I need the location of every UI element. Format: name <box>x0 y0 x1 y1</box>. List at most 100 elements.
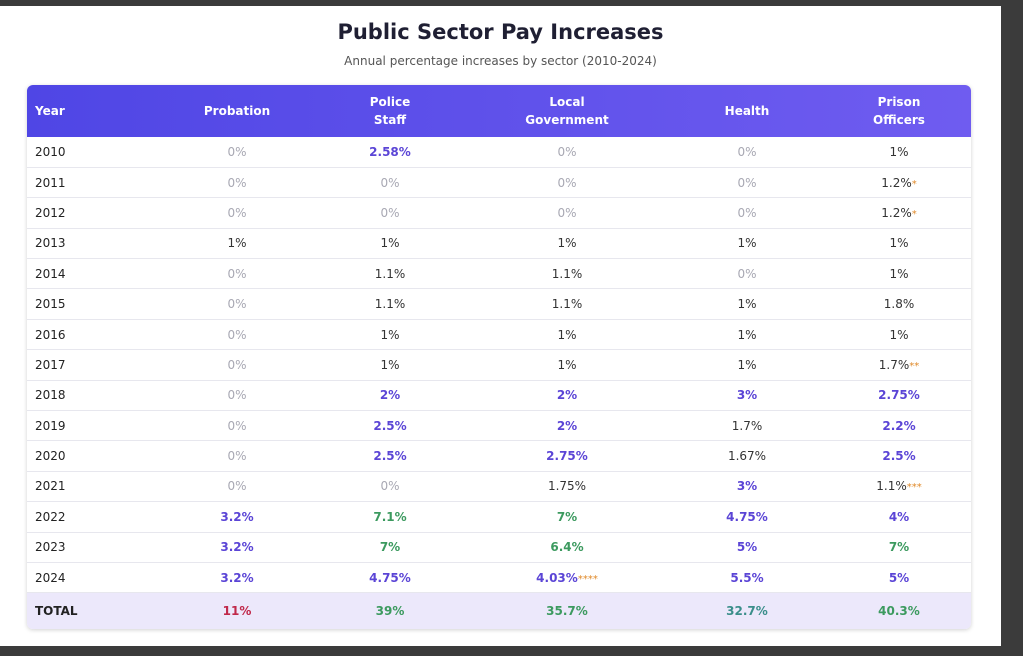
table-row: 2010 0% 2.58% 0% 0% 1% <box>27 137 971 168</box>
cell-police-staff: 0% <box>313 197 467 229</box>
cell-prison-officers: 1% <box>827 228 971 260</box>
cell-value: 0% <box>227 266 247 281</box>
cell-value: 1% <box>380 357 400 372</box>
page-subtitle: Annual percentage increases by sector (2… <box>344 54 657 68</box>
cell-police-staff: 0% <box>313 167 467 199</box>
cell-value: 1% <box>889 327 909 342</box>
cell-value: 1% <box>737 236 757 251</box>
cell-probation: 0% <box>161 380 313 412</box>
header-local-government-line1: Local <box>549 95 585 109</box>
cell-health: 4.75% <box>667 501 827 533</box>
cell-local-government: 1% <box>467 228 667 260</box>
cell-value: 1.1% <box>551 297 583 312</box>
cell-value: 1% <box>889 266 909 281</box>
cell-health: 5% <box>667 532 827 563</box>
cell-probation: 0% <box>161 197 313 229</box>
cell-value: 0% <box>227 327 247 342</box>
table-row: 2016 0% 1% 1% 1% 1% <box>27 319 971 351</box>
cell-police-staff: 1.1% <box>313 288 467 320</box>
cell-value: 4.75% <box>726 509 768 524</box>
cell-value: 2% <box>556 418 578 433</box>
cell-value: 0% <box>227 205 247 220</box>
cell-police-staff: 7.1% <box>313 501 467 533</box>
cell-local-government: 0% <box>467 167 667 199</box>
cell-value: 32.7% <box>726 604 768 619</box>
cell-probation: 0% <box>161 349 313 381</box>
cell-local-government: 4.03%**** <box>467 562 667 594</box>
report-card: Public Sector Pay Increases Annual perce… <box>0 6 1001 646</box>
cell-year: 2011 <box>27 167 161 199</box>
cell-value: 1.2% <box>881 175 912 190</box>
cell-year: 2022 <box>27 501 161 533</box>
cell-police-staff: 1.1% <box>313 258 467 290</box>
cell-value: 2.58% <box>369 144 411 159</box>
cell-value: 39% <box>375 604 405 619</box>
cell-local-government: 2% <box>467 410 667 442</box>
cell-value: 2.75% <box>546 449 588 464</box>
cell-value: 4.03% <box>536 570 578 585</box>
cell-value: 2.75% <box>878 388 920 403</box>
cell-local-government: 6.4% <box>467 532 667 563</box>
cell-value: 0% <box>227 297 247 312</box>
cell-health: 1% <box>667 349 827 381</box>
cell-value: 1% <box>737 327 757 342</box>
cell-value: 3.2% <box>220 570 254 585</box>
cell-probation: 3.2% <box>161 532 313 563</box>
cell-year: 2020 <box>27 440 161 472</box>
cell-prison-officers: 2.5% <box>827 440 971 472</box>
cell-value: 0% <box>227 144 247 159</box>
cell-value: 0% <box>380 205 400 220</box>
cell-police-staff: 4.75% <box>313 562 467 594</box>
cell-prison-officers: 1.8% <box>827 288 971 320</box>
cell-value: 1% <box>557 327 577 342</box>
cell-local-government: 0% <box>467 137 667 168</box>
cell-value: 1.75% <box>547 479 587 494</box>
cell-value: 1% <box>889 236 909 251</box>
cell-value: 1.1% <box>876 479 907 494</box>
cell-total-local-government: 35.7% <box>467 593 667 629</box>
cell-value: 0% <box>737 266 757 281</box>
cell-value: 2.5% <box>373 449 407 464</box>
table-header: Year Probation Police Staff Local Govern… <box>27 85 971 137</box>
table-row: 2020 0% 2.5% 2.75% 1.67% 2.5% <box>27 440 971 472</box>
table-row: 2024 3.2% 4.75% 4.03%**** 5.5% 5% <box>27 562 971 594</box>
cell-local-government: 1.1% <box>467 288 667 320</box>
cell-value: 1% <box>557 236 577 251</box>
cell-value: 1.8% <box>883 297 915 312</box>
cell-health: 1% <box>667 319 827 351</box>
cell-prison-officers: 1.1%*** <box>827 471 971 503</box>
cell-police-staff: 7% <box>313 532 467 563</box>
table-row: 2022 3.2% 7.1% 7% 4.75% 4% <box>27 501 971 533</box>
cell-local-government: 1.75% <box>467 471 667 503</box>
table-row: 2015 0% 1.1% 1.1% 1% 1.8% <box>27 288 971 320</box>
cell-local-government: 7% <box>467 501 667 533</box>
cell-value: 1% <box>380 236 400 251</box>
cell-value: 4% <box>888 509 910 524</box>
cell-value: 1.1% <box>551 266 583 281</box>
cell-value: 0% <box>737 175 757 190</box>
cell-prison-officers: 1% <box>827 137 971 168</box>
cell-year: 2012 <box>27 197 161 229</box>
cell-probation: 0% <box>161 319 313 351</box>
table-row: 2018 0% 2% 2% 3% 2.75% <box>27 380 971 412</box>
cell-value: 0% <box>737 144 757 159</box>
cell-value: 0% <box>380 479 400 494</box>
cell-year: 2021 <box>27 471 161 503</box>
cell-value: 7.1% <box>373 509 407 524</box>
table-row: 2023 3.2% 7% 6.4% 5% 7% <box>27 532 971 563</box>
cell-value: 1% <box>737 357 757 372</box>
cell-police-staff: 1% <box>313 319 467 351</box>
cell-year: 2023 <box>27 532 161 563</box>
cell-value: 1% <box>380 327 400 342</box>
table-row: 2014 0% 1.1% 1.1% 0% 1% <box>27 258 971 290</box>
cell-value: 7% <box>556 509 578 524</box>
cell-value: 40.3% <box>878 604 920 619</box>
footnote-marker: * <box>911 178 917 190</box>
cell-value: 5% <box>888 570 910 585</box>
cell-value: 1.2% <box>881 205 912 220</box>
header-prison-officers-line1: Prison <box>877 95 921 109</box>
cell-value: 7% <box>379 540 401 555</box>
cell-prison-officers: 1.2%* <box>827 197 971 229</box>
cell-prison-officers: 2.75% <box>827 380 971 412</box>
cell-value: 3.2% <box>220 509 254 524</box>
